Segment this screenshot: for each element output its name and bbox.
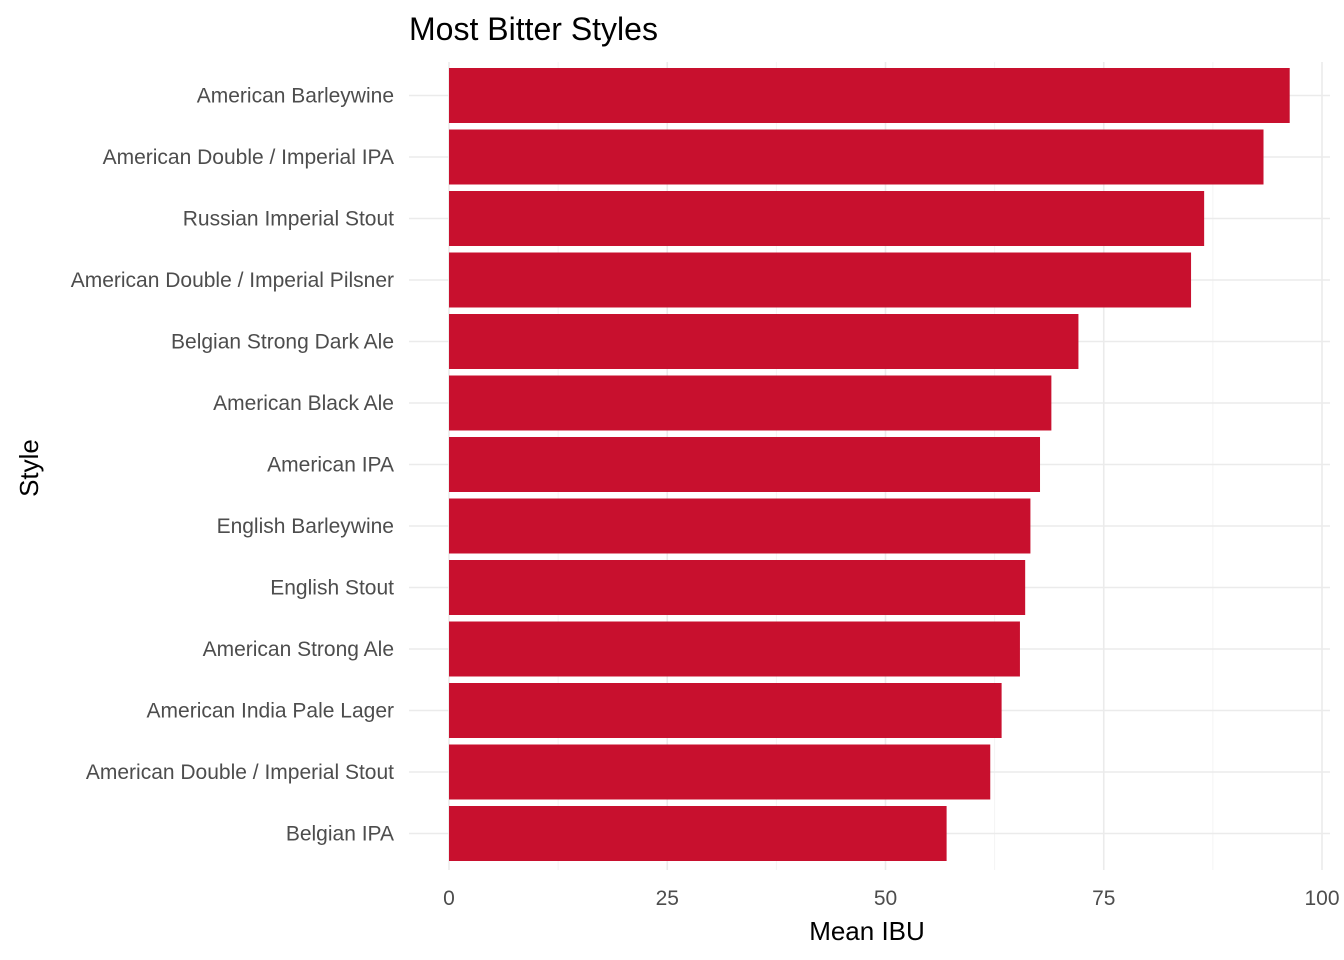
y-tick-label: English Barleywine: [217, 515, 394, 538]
y-tick-label: American India Pale Lager: [147, 700, 394, 723]
x-tick-labels: 0 25 50 75 100: [443, 887, 1339, 910]
x-tick-label: 50: [874, 887, 897, 910]
bar: [449, 806, 947, 861]
bar: [449, 191, 1205, 246]
y-tick-label: American Double / Imperial IPA: [103, 146, 394, 169]
bars: [449, 68, 1290, 861]
y-tick-label: English Stout: [270, 577, 394, 600]
y-axis-title: Style: [14, 439, 44, 497]
bar: [449, 560, 1026, 615]
y-tick-label: American Barleywine: [197, 85, 394, 108]
bar: [449, 621, 1020, 677]
y-tick-label: Belgian IPA: [286, 823, 394, 846]
x-tick-label: 75: [1092, 887, 1115, 910]
y-tick-label: American Strong Ale: [203, 638, 394, 661]
y-tick-label: Russian Imperial Stout: [183, 208, 394, 231]
x-tick-label: 0: [443, 887, 455, 910]
bar: [449, 375, 1052, 431]
x-tick-label: 25: [656, 887, 679, 910]
x-tick-label: 100: [1304, 887, 1339, 910]
y-tick-label: American IPA: [267, 454, 394, 477]
bar: [449, 252, 1192, 308]
y-tick-labels: American Barleywine American Double / Imp…: [71, 85, 394, 846]
y-tick-label: American Black Ale: [213, 392, 394, 415]
y-tick-label: American Double / Imperial Stout: [86, 761, 394, 784]
y-tick-label: Belgian Strong Dark Ale: [171, 331, 394, 354]
bar: [449, 314, 1079, 369]
x-axis-title: Mean IBU: [809, 916, 925, 946]
bar: [449, 744, 991, 800]
bar: [449, 683, 1002, 738]
bar: [449, 68, 1290, 123]
bar: [449, 498, 1031, 554]
bar: [449, 129, 1264, 185]
chart-title: Most Bitter Styles: [409, 11, 658, 47]
bar: [449, 437, 1041, 492]
y-tick-label: American Double / Imperial Pilsner: [71, 269, 394, 292]
